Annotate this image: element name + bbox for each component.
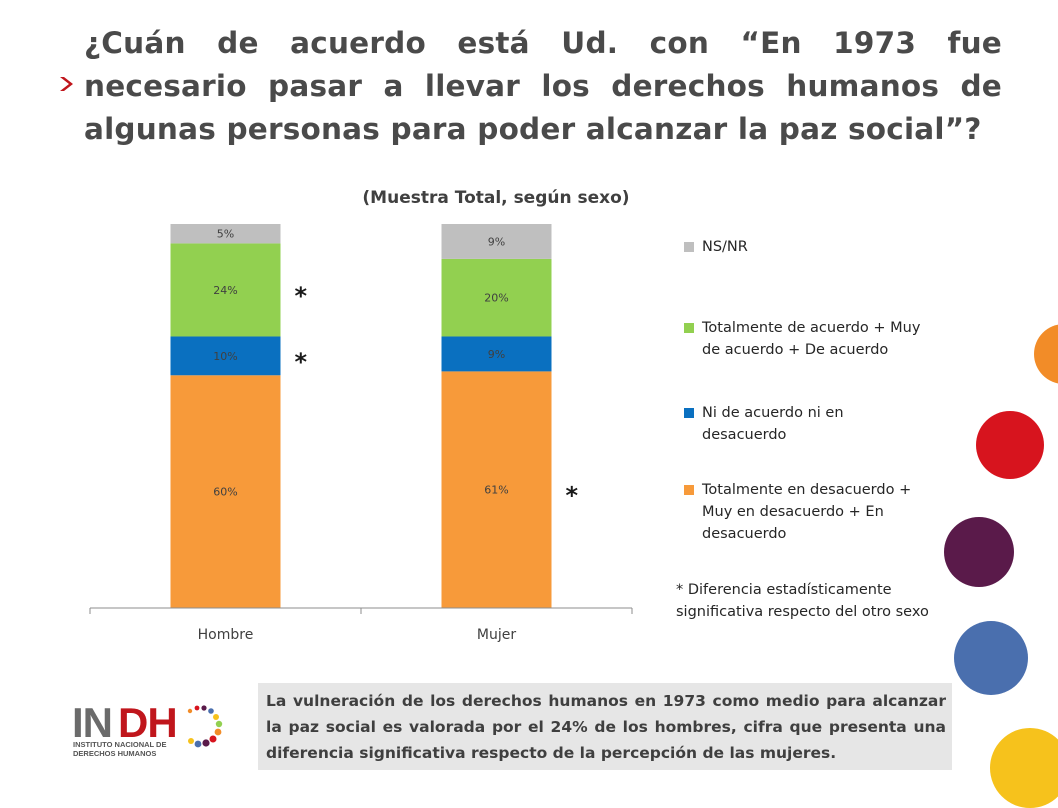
decorative-circle [954,621,1028,695]
legend-swatch [684,242,694,252]
bar-segment [170,224,281,244]
data-label: 24% [213,284,237,297]
legend-item: NS/NR [684,236,932,258]
chart-title: (Muestra Total, según sexo) [362,188,629,208]
significance-mark: * [295,348,308,376]
slide-title: ¿Cuán de acuerdo está Ud. con “En 1973 f… [84,26,1002,146]
note-box [258,683,952,770]
svg-text:DH: DH [118,699,177,746]
legend-label: Totalmente en desacuerdo + Muy en desacu… [702,482,912,542]
significance-mark: * [566,482,579,510]
chevron-right-icon [60,77,73,91]
summary-note: La vulneración de los derechos humanos e… [266,692,946,762]
decorative-circle [976,411,1044,479]
significance-mark: * [295,282,308,310]
decorative-circle [944,517,1014,587]
bar-segment [441,224,552,259]
bar-segment [170,243,281,337]
legend-label: NS/NR [702,239,748,255]
data-label: 61% [484,484,508,497]
data-label: 20% [484,292,508,305]
legend-swatch [684,408,694,418]
svg-text:INSTITUTO NACIONAL DE: INSTITUTO NACIONAL DE [73,740,166,749]
data-label: 10% [213,350,237,363]
data-label: 5% [217,228,234,241]
bar-segment [441,371,552,608]
data-label: 60% [213,486,237,499]
legend-swatch [684,323,694,333]
bar-segment [170,375,281,608]
indh-logo: IN DH INSTITUTO NACIONAL DE DERECHOS HUM… [72,699,223,758]
legend-swatch [684,485,694,495]
decorative-circle [990,728,1058,808]
significance-footnote: * Diferencia estadísticamente significat… [676,582,929,620]
legend-item: Totalmente en desacuerdo + Muy en desacu… [684,479,932,545]
category-tick-label: Hombre [198,627,254,643]
legend-label: Ni de acuerdo ni en desacuerdo [702,405,844,443]
bar-segment [441,336,552,372]
bar-segment [441,258,552,337]
bar-segment [170,336,281,376]
legend-item: Ni de acuerdo ni en desacuerdo [684,402,932,446]
svg-text:IN: IN [72,699,112,746]
data-label: 9% [488,348,505,361]
legend-item: Totalmente de acuerdo + Muy de acuerdo +… [684,317,932,361]
legend-label: Totalmente de acuerdo + Muy de acuerdo +… [702,320,921,358]
category-tick-label: Mujer [477,627,516,643]
svg-text:DERECHOS HUMANOS: DERECHOS HUMANOS [73,749,156,758]
data-label: 9% [488,235,505,248]
